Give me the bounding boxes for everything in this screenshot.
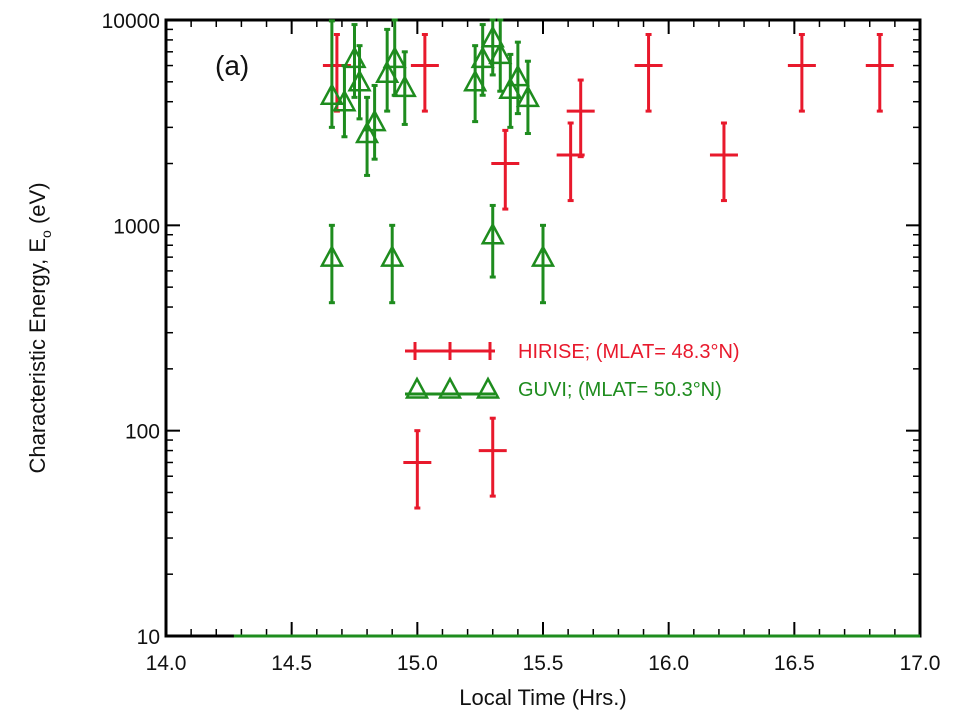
legend-item-guvi: GUVI; (MLAT= 50.3°N)	[404, 376, 722, 401]
hirise-point	[478, 416, 507, 498]
panel-label: (a)	[215, 50, 249, 81]
legend-guvi-label: GUVI; (MLAT= 50.3°N)	[518, 379, 722, 401]
y-axis-label-unit: (eV)	[25, 182, 50, 230]
guvi-point	[342, 23, 367, 99]
x-tick-label: 15.5	[523, 652, 564, 675]
triangle-mark	[475, 376, 501, 399]
triangle-mark	[332, 89, 357, 112]
triangle-mark	[319, 82, 344, 106]
data-marks	[233, 18, 920, 638]
legend-item-hirise: HIRISE; (MLAT= 48.3°N)	[405, 341, 740, 363]
y-tick-label: 10000	[102, 10, 160, 33]
triangle-mark	[362, 108, 387, 132]
guvi-point	[375, 27, 400, 113]
triangle-mark	[480, 222, 505, 245]
triangle-mark	[530, 244, 556, 267]
hirise-point	[410, 32, 439, 113]
guvi-point	[354, 95, 380, 177]
legend-hirise-label: HIRISE; (MLAT= 48.3°N)	[518, 341, 740, 363]
triangle-mark	[505, 63, 530, 87]
y-axis-label-main: Characteristic Energy, E	[25, 238, 50, 474]
triangle-mark	[470, 45, 495, 69]
guvi-point	[505, 40, 530, 116]
x-axis-label: Local Time (Hrs.)	[459, 685, 626, 710]
triangle-mark	[375, 60, 400, 84]
axis-ticks	[165, 19, 921, 637]
triangle-mark	[488, 41, 513, 65]
legend: HIRISE; (MLAT= 48.3°N) GUVI; (MLAT= 50.3°…	[404, 341, 740, 401]
y-axis-label-subscript: o	[38, 230, 54, 238]
guvi-point	[380, 223, 405, 305]
hirise-point	[403, 429, 432, 510]
guvi-point	[480, 18, 505, 77]
x-tick-label: 14.0	[146, 652, 187, 675]
guvi-point	[530, 223, 556, 305]
hirise-point	[709, 121, 738, 203]
triangle-mark	[354, 120, 380, 144]
x-tick-label: 16.0	[648, 652, 689, 675]
triangle-mark	[392, 74, 417, 98]
triangle-mark	[347, 69, 372, 92]
triangle-mark	[380, 244, 405, 267]
x-tick-label: 15.0	[397, 652, 438, 675]
hirise-point	[566, 78, 595, 159]
guvi-point	[392, 50, 417, 126]
plot-frame	[164, 18, 922, 638]
hirise-point	[491, 128, 520, 211]
triangle-mark	[404, 376, 430, 399]
y-tick-label: 100	[125, 421, 160, 444]
hirise-point	[865, 32, 894, 113]
x-tick-label: 16.5	[774, 652, 815, 675]
hirise-point	[787, 32, 816, 113]
guvi-point	[319, 19, 344, 129]
triangle-mark	[319, 244, 344, 267]
hirise-point	[634, 32, 663, 113]
guvi-point	[498, 52, 523, 129]
tick-labels: 14.0 14.5 15.0 15.5 16.0 16.5 17.0 10 100 1000 100…	[102, 10, 941, 675]
guvi-point	[515, 59, 541, 136]
y-tick-label: 1000	[113, 215, 160, 238]
y-tick-label: 10	[137, 626, 160, 649]
guvi-point	[463, 44, 488, 124]
guvi-point	[470, 23, 495, 97]
guvi-point	[347, 44, 372, 121]
triangle-mark	[498, 76, 523, 99]
hirise-point	[322, 32, 351, 113]
series-guvi	[319, 18, 556, 305]
y-axis-label: Characteristic Energy, Eo (eV)	[25, 182, 54, 473]
guvi-point	[488, 18, 513, 93]
guvi-point	[319, 223, 344, 305]
x-tick-label: 17.0	[900, 652, 941, 675]
triangle-mark	[463, 69, 488, 92]
triangle-mark	[480, 25, 505, 48]
x-tick-label: 14.5	[271, 652, 312, 675]
guvi-point	[480, 203, 505, 279]
series-hirise	[322, 32, 894, 510]
triangle-mark	[382, 45, 407, 69]
triangle-mark	[437, 376, 463, 399]
triangle-mark	[515, 84, 541, 108]
guvi-point	[362, 83, 387, 161]
